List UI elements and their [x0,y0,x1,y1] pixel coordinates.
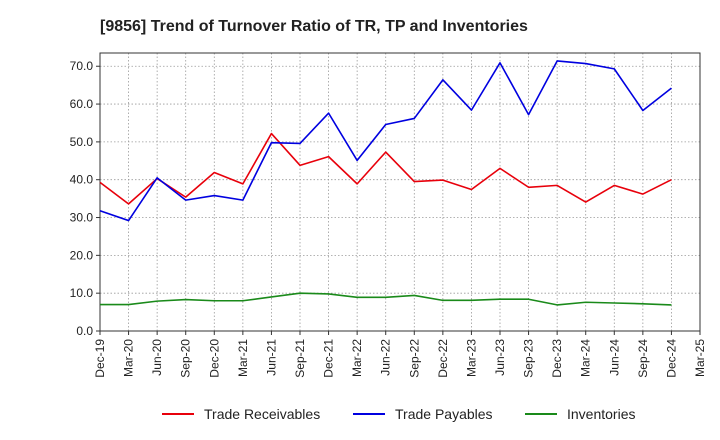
x-tick-label: Mar-23 [464,339,478,377]
x-tick-label: Mar-20 [122,339,136,377]
y-tick-label: 50.0 [70,135,94,149]
x-tick-label: Jun-24 [607,339,621,376]
legend: Trade Receivables Trade Payables Inventori… [162,406,635,422]
x-tick-label: Jun-22 [379,339,393,376]
series-line-2 [99,60,672,222]
y-tick-label: 70.0 [70,59,94,73]
x-tick-label: Mar-25 [693,339,707,377]
x-tick-label: Sep-23 [522,339,536,378]
chart-title: [9856] Trend of Turnover Ratio of TR, TP… [100,18,528,35]
x-tick-label: Jun-23 [493,339,507,376]
y-tick-label: 30.0 [70,211,94,225]
x-tick-label: Sep-24 [636,339,650,378]
y-tick-label: 0.0 [76,324,93,338]
x-tick-label: Dec-23 [550,339,564,378]
x-tick-label: Mar-22 [350,339,364,377]
x-tick-label: Jun-20 [150,339,164,376]
y-tick-label: 10.0 [70,286,94,300]
plot-frame [99,52,701,332]
series-line-3 [100,292,672,306]
y-tick-label: 60.0 [70,97,94,111]
x-tick-label: Sep-20 [179,339,193,378]
x-tick-label: Mar-21 [236,339,250,377]
x-tick-label: Dec-24 [664,339,678,378]
x-tick-label: Dec-21 [322,339,336,378]
plot-area: 0.0 10.0 20.0 30.0 40.0 50.0 60.0 70.0 Dec-19 Mar… [70,52,707,378]
legend-label: Trade Payables [395,406,493,422]
x-tick-label: Jun-21 [264,339,278,376]
legend-label: Inventories [567,406,635,422]
y-tick-label: 40.0 [70,173,94,187]
legend-label: Trade Receivables [204,406,320,422]
x-tick-label: Mar-24 [579,339,593,377]
series-line-1 [99,132,672,205]
x-tick-label: Sep-21 [293,339,307,378]
x-tick-label: Sep-22 [407,339,421,378]
x-tick-label: Dec-20 [207,339,221,378]
x-tick-label: Dec-19 [93,339,107,378]
y-tick-label: 20.0 [70,248,94,262]
x-tick-label: Dec-22 [436,339,450,378]
